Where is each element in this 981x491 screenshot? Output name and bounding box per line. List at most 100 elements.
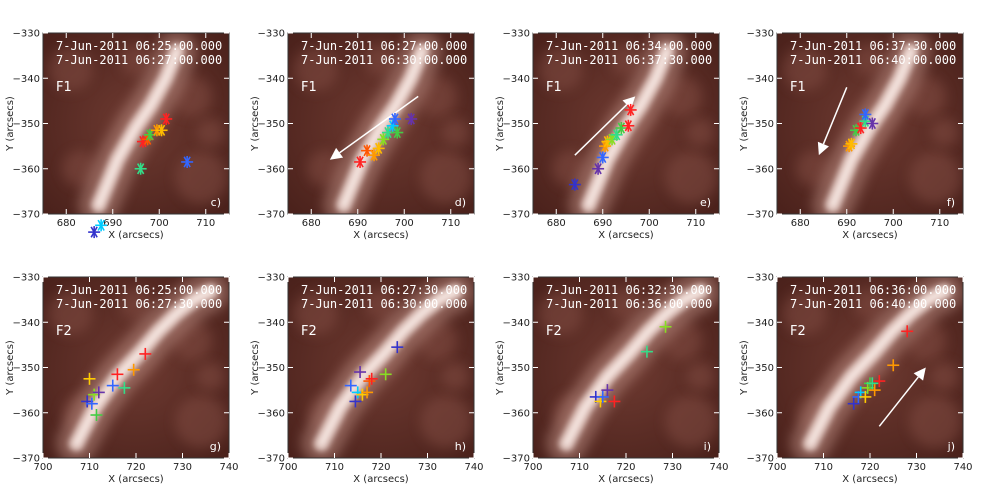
data-point <box>372 142 385 155</box>
x-axis-label: X (arcsecs) <box>353 474 409 485</box>
x-tick-label: 730 <box>173 462 192 473</box>
data-point <box>850 124 863 137</box>
time-label: 7-Jun-2011 06:25:00.000 <box>56 283 222 297</box>
x-tick-label: 720 <box>616 462 635 473</box>
x-tick-label: 700 <box>33 462 52 473</box>
panel-image <box>533 33 719 214</box>
data-point <box>615 122 628 135</box>
time-label: 7-Jun-2011 06:25:00.000 <box>56 39 222 53</box>
feature-label: F1 <box>546 80 562 95</box>
time-label: 7-Jun-2011 06:30:00.000 <box>301 53 467 67</box>
x-tick-label: 700 <box>767 462 786 473</box>
motion-arrow <box>878 376 919 427</box>
feature-label: F2 <box>546 324 562 339</box>
data-point <box>622 119 635 132</box>
y-tick-label: −350 <box>747 119 774 130</box>
data-point <box>659 320 672 333</box>
y-tick-label: −360 <box>258 408 285 419</box>
panel-image <box>533 277 719 458</box>
data-point <box>354 155 367 168</box>
panel-e: 680 690 700 710 −370 −360 −350 −340 −330 X (arcse… <box>495 29 720 241</box>
y-axis-label: Y (arcsecs) <box>739 96 750 152</box>
data-point <box>85 397 98 410</box>
data-point <box>90 409 103 422</box>
time-label: 7-Jun-2011 06:37:30.000 <box>546 53 712 67</box>
x-tick-label: 700 <box>523 462 542 473</box>
x-tick-label: 690 <box>348 218 367 229</box>
x-tick-label: 730 <box>663 462 682 473</box>
x-tick-label: 710 <box>196 218 215 229</box>
data-point <box>592 162 605 175</box>
data-point <box>596 390 609 403</box>
x-axis-label: X (arcsecs) <box>598 474 654 485</box>
x-axis-label: X (arcsecs) <box>842 230 898 241</box>
x-tick-label: 700 <box>640 218 659 229</box>
data-point <box>859 390 872 403</box>
y-tick-label: −370 <box>747 454 774 465</box>
time-label: 7-Jun-2011 06:27:30.000 <box>301 283 467 297</box>
data-point <box>624 103 637 116</box>
y-tick-label: −360 <box>13 164 40 175</box>
y-axis-label: Y (arcsecs) <box>5 96 16 152</box>
panel-d: 680 690 700 710 −370 −360 −350 −340 −330 X (arcse… <box>250 29 475 241</box>
x-tick-label: 730 <box>418 462 437 473</box>
y-tick-label: −360 <box>747 164 774 175</box>
panel-i: 700 710 720 730 740 −370 −360 −350 −340 −330 X (ar… <box>495 273 729 486</box>
y-axis-label: Y (arcsecs) <box>739 340 750 396</box>
x-tick-label: 700 <box>395 218 414 229</box>
x-tick-label: 710 <box>325 462 344 473</box>
y-tick-label: −370 <box>13 454 40 465</box>
y-tick-label: −370 <box>258 454 285 465</box>
x-tick-label: 710 <box>441 218 460 229</box>
feature-label: F1 <box>301 80 317 95</box>
x-axis-label: X (arcsecs) <box>108 230 164 241</box>
data-point <box>344 379 357 392</box>
data-point <box>354 366 367 379</box>
data-point <box>388 112 401 125</box>
panel-letter: c) <box>211 196 221 209</box>
y-tick-label: −330 <box>503 273 530 284</box>
panel-image <box>43 277 229 458</box>
data-point <box>379 368 392 381</box>
data-point <box>349 395 362 408</box>
y-tick-label: −360 <box>503 164 530 175</box>
panel-f: 680 690 700 710 −370 −360 −350 −340 −330 X (arcse… <box>739 29 964 241</box>
panel-letter: j) <box>947 440 955 453</box>
y-tick-label: −360 <box>747 408 774 419</box>
panel-j: 700 710 720 730 740 −370 −360 −350 −340 −330 X (ar… <box>739 273 973 486</box>
x-tick-label: 720 <box>126 462 145 473</box>
data-point <box>596 151 609 164</box>
panel-letter: e) <box>700 196 711 209</box>
panel-c: 680 690 700 710 −370 −360 −350 −340 −330 X (arcse… <box>5 29 230 241</box>
time-label: 7-Jun-2011 06:40:00.000 <box>790 297 956 311</box>
data-point <box>95 219 108 232</box>
feature-label: F2 <box>301 324 317 339</box>
data-point <box>83 372 96 385</box>
data-point <box>160 112 173 125</box>
panel-image <box>288 277 474 458</box>
x-tick-label: 710 <box>80 462 99 473</box>
y-tick-label: −340 <box>13 318 40 329</box>
x-tick-label: 710 <box>686 218 705 229</box>
x-tick-label: 700 <box>150 218 169 229</box>
y-tick-label: −370 <box>503 454 530 465</box>
x-tick-label: 690 <box>103 218 122 229</box>
y-tick-label: −340 <box>747 74 774 85</box>
y-tick-label: −330 <box>258 273 285 284</box>
x-tick-label: 710 <box>930 218 949 229</box>
y-tick-label: −340 <box>503 74 530 85</box>
data-point <box>118 381 131 394</box>
x-tick-label: 710 <box>570 462 589 473</box>
data-point <box>181 155 194 168</box>
data-point <box>391 341 404 354</box>
y-tick-label: −350 <box>13 363 40 374</box>
feature-label: F2 <box>790 324 806 339</box>
x-tick-label: 740 <box>709 462 728 473</box>
y-axis-label: Y (arcsecs) <box>495 96 506 152</box>
data-point <box>134 162 147 175</box>
feature-label: F1 <box>56 80 72 95</box>
y-tick-label: −350 <box>503 363 530 374</box>
data-point <box>127 363 140 376</box>
data-point <box>361 386 374 399</box>
data-point <box>405 112 418 125</box>
